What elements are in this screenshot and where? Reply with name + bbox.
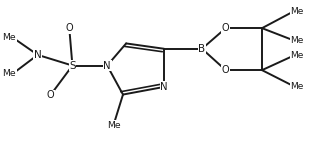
- Text: N: N: [34, 50, 42, 60]
- Text: Me: Me: [290, 82, 303, 91]
- Text: O: O: [222, 23, 230, 33]
- Text: Me: Me: [3, 69, 16, 78]
- Text: B: B: [198, 44, 205, 54]
- Text: Me: Me: [290, 51, 303, 60]
- Text: N: N: [160, 82, 168, 92]
- Text: Me: Me: [107, 121, 120, 130]
- Text: O: O: [46, 90, 54, 100]
- Text: S: S: [69, 61, 76, 71]
- Text: O: O: [222, 65, 230, 75]
- Text: Me: Me: [290, 36, 303, 45]
- Text: Me: Me: [290, 7, 303, 16]
- Text: O: O: [66, 23, 73, 33]
- Text: N: N: [103, 61, 111, 71]
- Text: Me: Me: [3, 33, 16, 42]
